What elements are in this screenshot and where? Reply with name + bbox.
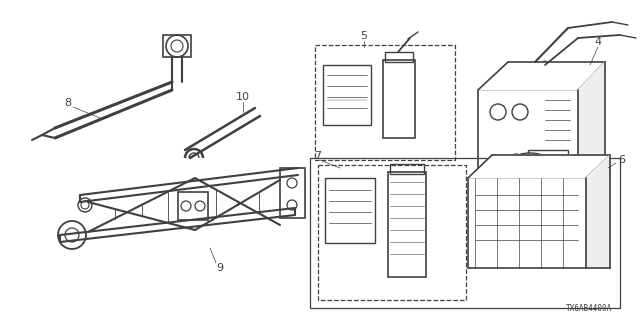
Text: TX6AB4400A: TX6AB4400A [566, 304, 612, 313]
Bar [178, 192, 208, 220]
Text: 9: 9 [216, 263, 223, 273]
Bar [468, 178, 586, 268]
Bar [280, 168, 305, 218]
Polygon shape [468, 155, 610, 178]
Bar [528, 150, 568, 158]
Bar [388, 172, 426, 277]
Bar [325, 178, 375, 243]
Text: 6: 6 [618, 155, 625, 165]
Bar [478, 90, 578, 168]
Circle shape [78, 198, 92, 212]
Circle shape [58, 221, 86, 249]
Bar [310, 158, 620, 308]
Text: 8: 8 [65, 98, 72, 108]
Bar [385, 52, 413, 62]
Bar [383, 60, 415, 138]
Bar [323, 65, 371, 125]
Bar [163, 35, 191, 57]
Text: 10: 10 [236, 92, 250, 102]
Polygon shape [478, 62, 605, 90]
Text: 7: 7 [314, 151, 321, 161]
Polygon shape [578, 62, 605, 168]
Bar [390, 164, 424, 174]
Bar [315, 45, 455, 160]
Bar [318, 165, 466, 300]
Polygon shape [586, 155, 610, 268]
Text: 5: 5 [360, 31, 367, 41]
Text: 4: 4 [595, 37, 602, 47]
